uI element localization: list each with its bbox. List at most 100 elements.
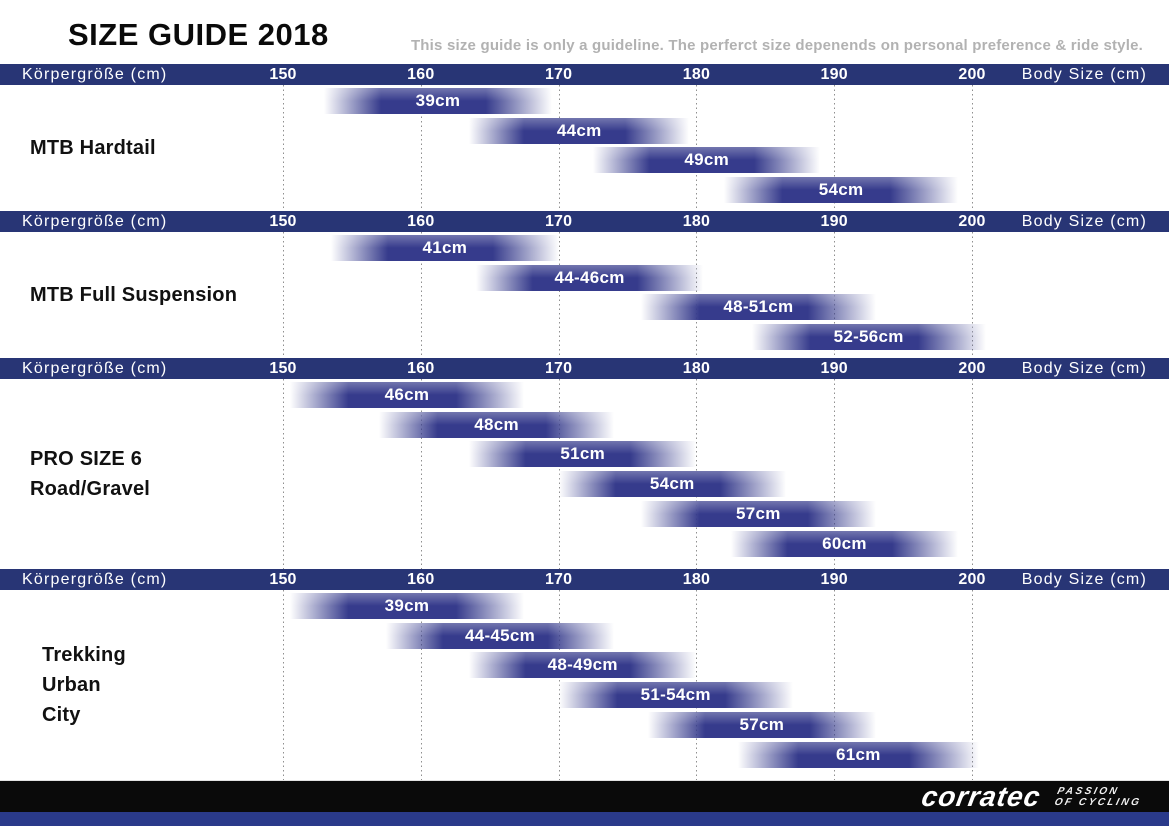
axis-tick: 200 bbox=[958, 213, 986, 230]
size-bar-label: 41cm bbox=[422, 238, 468, 257]
gridline bbox=[834, 85, 836, 211]
size-section: Körpergröße (cm) Body Size (cm) 150 160 17… bbox=[0, 64, 1169, 211]
axis-tick: 150 bbox=[269, 571, 297, 588]
size-bar-label: 61cm bbox=[835, 744, 881, 764]
size-bar: 46cm bbox=[289, 382, 525, 408]
brand-tagline-line: OF CYCLING bbox=[1053, 796, 1143, 808]
size-bar: 48-49cm bbox=[469, 652, 697, 679]
size-bar: 39cm bbox=[289, 593, 525, 619]
axis-tick: 190 bbox=[820, 213, 848, 230]
size-bar: 60cm bbox=[730, 530, 959, 557]
size-bar-label: 52-56cm bbox=[833, 327, 904, 347]
gridline bbox=[558, 85, 560, 211]
section-plot: Trekking Urban City 39cm 44-45cm 48-49cm 51-5… bbox=[0, 590, 1169, 780]
axis-tick: 160 bbox=[407, 571, 435, 588]
axis-label-right: Body Size (cm) bbox=[1021, 66, 1147, 83]
axis-tick: 200 bbox=[958, 571, 986, 588]
size-bar: 51cm bbox=[469, 441, 697, 468]
brand-tagline-line: PASSION bbox=[1056, 785, 1121, 797]
size-bar-label: 51-54cm bbox=[640, 685, 711, 705]
size-bar-label: 57cm bbox=[736, 503, 781, 523]
size-bar: 61cm bbox=[737, 741, 979, 768]
size-bar: 54cm bbox=[723, 177, 959, 204]
axis-label-left: Körpergröße (cm) bbox=[22, 213, 168, 230]
size-bar-label: 48-49cm bbox=[547, 655, 618, 675]
axis-tick: 180 bbox=[682, 571, 711, 588]
size-bar-label: 48-51cm bbox=[723, 297, 794, 317]
size-bar: 57cm bbox=[648, 711, 876, 738]
gridline bbox=[834, 590, 836, 780]
gridline bbox=[972, 85, 973, 211]
axis-header: Körpergröße (cm) Body Size (cm) 150 160 17… bbox=[0, 358, 1169, 379]
size-bar-label: 44-46cm bbox=[554, 267, 625, 287]
size-bar-label: 46cm bbox=[384, 385, 430, 404]
size-bar: 48-51cm bbox=[641, 294, 876, 321]
size-bar-label: 39cm bbox=[384, 596, 430, 615]
axis-label-left: Körpergröße (cm) bbox=[22, 66, 168, 83]
axis-tick: 170 bbox=[544, 66, 573, 83]
gridline bbox=[420, 232, 422, 358]
axis-tick: 180 bbox=[682, 213, 711, 230]
size-bar-label: 49cm bbox=[684, 150, 730, 170]
axis-tick: 150 bbox=[269, 66, 297, 83]
axis-tick: 180 bbox=[682, 360, 711, 377]
size-bar: 44-46cm bbox=[475, 264, 704, 291]
section-title: MTB Hardtail bbox=[0, 85, 1169, 211]
gridline bbox=[420, 590, 422, 780]
size-section: Körpergröße (cm) Body Size (cm) 150 160 17… bbox=[0, 211, 1169, 358]
axis-label-left: Körpergröße (cm) bbox=[22, 360, 168, 377]
gridline bbox=[972, 590, 973, 780]
gridline bbox=[420, 85, 422, 211]
size-bar-label: 51cm bbox=[560, 444, 606, 464]
size-section: Körpergröße (cm) Body Size (cm) 150 160 17… bbox=[0, 358, 1169, 569]
axis-tick: 200 bbox=[958, 360, 986, 377]
size-bar-label: 60cm bbox=[822, 533, 867, 553]
gridline bbox=[283, 85, 284, 211]
axis-header: Körpergröße (cm) Body Size (cm) 150 160 17… bbox=[0, 569, 1169, 590]
axis-tick: 160 bbox=[407, 360, 435, 377]
section-plot: MTB Hardtail 39cm 44cm 49cm 54cm bbox=[0, 85, 1169, 211]
gridline bbox=[283, 590, 284, 780]
size-bar-label: 48cm bbox=[474, 414, 519, 434]
corratec-logo: corratec bbox=[919, 780, 1044, 812]
footer-blue-strip bbox=[0, 812, 1169, 826]
size-bar: 39cm bbox=[324, 88, 552, 114]
gridline bbox=[283, 232, 284, 358]
section-plot: MTB Full Suspension 41cm 44-46cm 48-51cm 52… bbox=[0, 232, 1169, 358]
gridline bbox=[420, 379, 422, 569]
chart-sections: Körpergröße (cm) Body Size (cm) 150 160 17… bbox=[0, 64, 1169, 780]
gridline bbox=[558, 232, 560, 358]
section-plot: PRO SIZE 6 Road/Gravel 46cm 48cm 51cm 54cm 57… bbox=[0, 379, 1169, 569]
axis-header: Körpergröße (cm) Body Size (cm) 150 160 17… bbox=[0, 211, 1169, 232]
size-bar: 51-54cm bbox=[558, 682, 793, 709]
brand-tagline: PASSION OF CYCLING bbox=[1054, 786, 1146, 808]
gridline bbox=[283, 379, 284, 569]
size-bar: 49cm bbox=[593, 147, 821, 174]
axis-tick: 160 bbox=[407, 213, 435, 230]
axis-header: Körpergröße (cm) Body Size (cm) 150 160 17… bbox=[0, 64, 1169, 85]
axis-tick: 170 bbox=[544, 360, 573, 377]
size-bar: 52-56cm bbox=[751, 324, 986, 351]
axis-tick: 190 bbox=[820, 571, 848, 588]
axis-tick: 170 bbox=[544, 571, 573, 588]
axis-tick: 170 bbox=[544, 213, 573, 230]
page-title: SIZE GUIDE 2018 bbox=[68, 17, 329, 52]
size-bar-label: 57cm bbox=[739, 714, 785, 734]
size-section: Körpergröße (cm) Body Size (cm) 150 160 17… bbox=[0, 569, 1169, 780]
axis-tick: 150 bbox=[269, 213, 297, 230]
size-bar: 41cm bbox=[331, 235, 559, 261]
size-bar-label: 54cm bbox=[649, 474, 695, 494]
axis-label-left: Körpergröße (cm) bbox=[22, 571, 168, 588]
disclaimer-text: This size guide is only a guideline. The… bbox=[410, 37, 1143, 54]
axis-tick: 180 bbox=[682, 66, 711, 83]
size-bar: 44cm bbox=[469, 117, 690, 144]
axis-tick: 160 bbox=[407, 66, 435, 83]
size-bar-label: 44cm bbox=[556, 120, 602, 140]
section-title: MTB Full Suspension bbox=[0, 232, 1169, 358]
top-bar: SIZE GUIDE 2018 This size guide is only … bbox=[0, 0, 1169, 64]
size-bar: 48cm bbox=[379, 411, 614, 438]
size-bar: 54cm bbox=[558, 471, 786, 498]
axis-tick: 150 bbox=[269, 360, 297, 377]
axis-label-right: Body Size (cm) bbox=[1021, 360, 1147, 377]
